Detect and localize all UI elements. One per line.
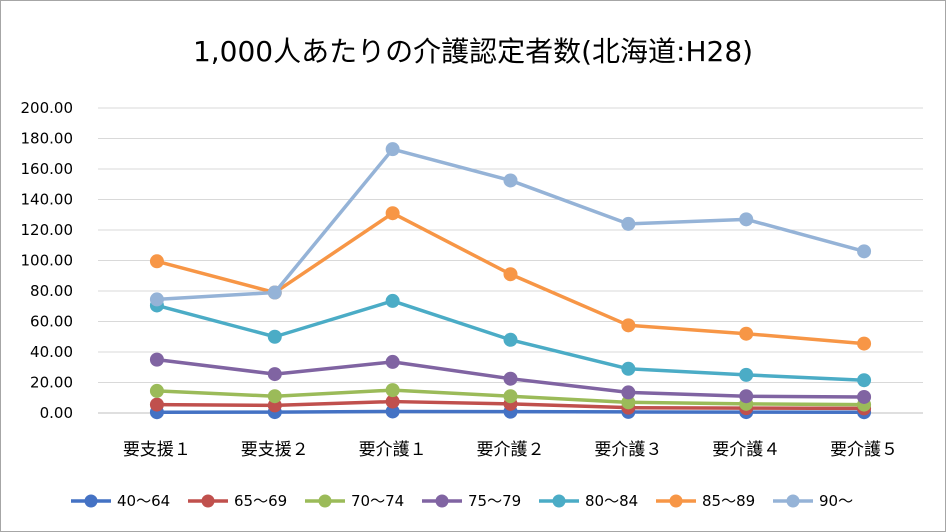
y-tick-label: 100.00 bbox=[21, 252, 74, 270]
y-tick-label: 160.00 bbox=[21, 160, 74, 178]
data-point bbox=[857, 373, 872, 388]
data-point bbox=[385, 383, 400, 398]
series-7 bbox=[149, 142, 872, 307]
legend-swatch-marker bbox=[552, 494, 566, 508]
data-point bbox=[621, 395, 636, 410]
data-point bbox=[267, 389, 282, 404]
gridlines bbox=[98, 107, 923, 414]
data-point bbox=[149, 352, 164, 367]
legend-item: 85～89 bbox=[656, 492, 755, 510]
data-point bbox=[621, 318, 636, 333]
series-6 bbox=[149, 206, 872, 351]
series-3 bbox=[149, 383, 872, 412]
data-point bbox=[385, 142, 400, 157]
legend-swatch-marker bbox=[669, 494, 683, 508]
legend-item: 65～69 bbox=[188, 492, 287, 510]
y-tick-label: 140.00 bbox=[21, 191, 74, 209]
legend-label: 85～89 bbox=[702, 492, 755, 510]
series-lines bbox=[149, 142, 872, 420]
data-point bbox=[503, 173, 518, 188]
data-point bbox=[621, 216, 636, 231]
y-tick-label: 40.00 bbox=[30, 343, 73, 361]
data-point bbox=[503, 371, 518, 386]
legend-item: 40～64 bbox=[71, 492, 170, 510]
x-tick-label: 要介護２ bbox=[477, 440, 545, 460]
series-4 bbox=[149, 352, 872, 404]
data-point bbox=[621, 385, 636, 400]
data-point bbox=[267, 367, 282, 382]
y-tick-label: 200.00 bbox=[21, 99, 74, 117]
legend-item: 80～84 bbox=[539, 492, 638, 510]
legend-label: 75～79 bbox=[468, 492, 521, 510]
data-point bbox=[739, 367, 754, 382]
data-point bbox=[149, 254, 164, 269]
legend-label: 65～69 bbox=[234, 492, 287, 510]
series-5 bbox=[149, 293, 872, 388]
data-point bbox=[857, 389, 872, 404]
data-point bbox=[385, 206, 400, 221]
data-point bbox=[503, 332, 518, 347]
x-tick-label: 要介護５ bbox=[830, 440, 898, 460]
data-point bbox=[149, 383, 164, 398]
data-point bbox=[857, 336, 872, 351]
data-point bbox=[385, 394, 400, 409]
data-point bbox=[149, 292, 164, 307]
data-point bbox=[149, 397, 164, 412]
chart-title: 1,000人あたりの介護認定者数(北海道:H28) bbox=[193, 35, 753, 68]
legend: 40～64 65～69 70～74 75～79 80～84 85～89 90～ bbox=[71, 492, 853, 510]
y-tick-label: 20.00 bbox=[30, 374, 73, 392]
legend-swatch-marker bbox=[318, 494, 332, 508]
x-tick-label: 要介護３ bbox=[594, 440, 662, 460]
legend-label: 90～ bbox=[819, 492, 853, 510]
y-tick-label: 0.00 bbox=[40, 404, 73, 422]
y-tick-label: 180.00 bbox=[21, 130, 74, 148]
legend-swatch-marker bbox=[201, 494, 215, 508]
data-point bbox=[503, 267, 518, 282]
data-point bbox=[857, 244, 872, 259]
legend-item: 75～79 bbox=[422, 492, 521, 510]
y-tick-label: 60.00 bbox=[30, 313, 73, 331]
data-point bbox=[267, 285, 282, 300]
data-point bbox=[503, 389, 518, 404]
x-tick-label: 要支援１ bbox=[123, 440, 191, 460]
legend-swatch-marker bbox=[435, 494, 449, 508]
legend-label: 80～84 bbox=[585, 492, 638, 510]
y-tick-label: 120.00 bbox=[21, 221, 74, 239]
data-point bbox=[621, 361, 636, 376]
legend-label: 40～64 bbox=[117, 492, 170, 510]
legend-swatch-marker bbox=[786, 494, 800, 508]
data-point bbox=[739, 326, 754, 341]
y-tick-label: 80.00 bbox=[30, 282, 73, 300]
data-point bbox=[267, 329, 282, 344]
data-point bbox=[385, 293, 400, 308]
y-axis-ticks: 0.00 20.00 40.00 60.00 80.00 100.00 120.00 140.… bbox=[21, 99, 74, 422]
x-tick-label: 要介護４ bbox=[712, 440, 780, 460]
legend-swatch-marker bbox=[84, 494, 98, 508]
legend-item: 70～74 bbox=[305, 492, 404, 510]
x-tick-label: 要支援２ bbox=[241, 440, 309, 460]
x-axis-ticks: 要支援１ 要支援２ 要介護１ 要介護２ 要介護３ 要介護４ 要介護５ bbox=[123, 440, 898, 460]
data-point bbox=[385, 354, 400, 369]
data-point bbox=[385, 404, 400, 419]
x-tick-label: 要介護１ bbox=[359, 440, 427, 460]
legend-item: 90～ bbox=[773, 492, 853, 510]
legend-label: 70～74 bbox=[351, 492, 404, 510]
data-point bbox=[739, 389, 754, 404]
data-point bbox=[739, 212, 754, 227]
